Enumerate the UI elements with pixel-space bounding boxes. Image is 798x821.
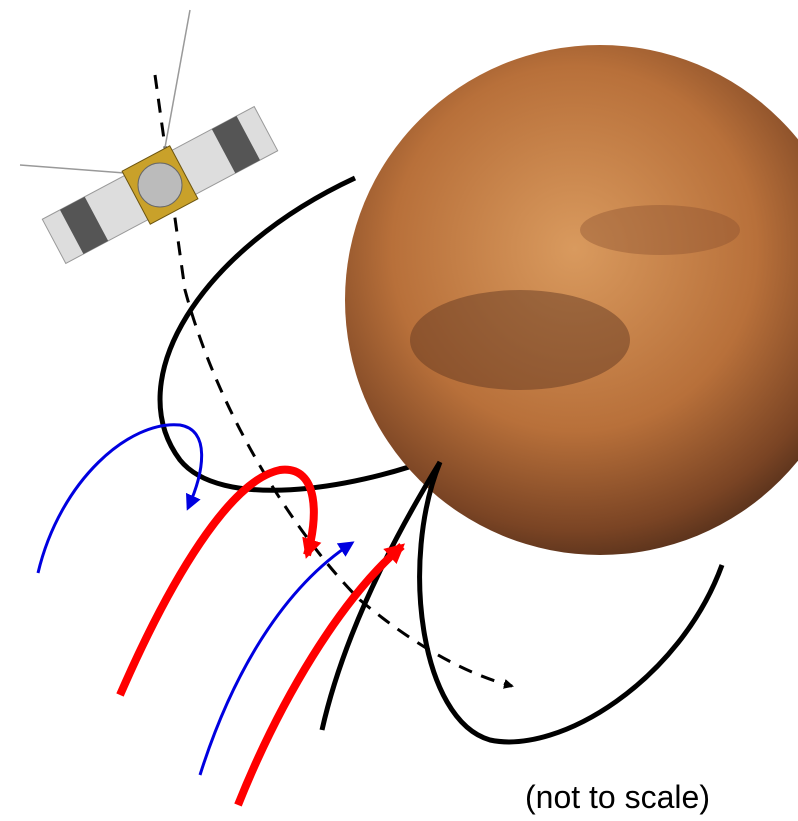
mars-canyon: [580, 205, 740, 255]
mars: [345, 45, 798, 555]
caption: (not to scale): [525, 779, 710, 815]
mars-region: [410, 290, 630, 390]
ion-trajectory: [116, 465, 322, 697]
ion-trajectory: [36, 423, 204, 574]
ion-trajectory: [234, 542, 406, 807]
spacecraft: [19, 9, 279, 265]
ion-trajectory: [198, 541, 355, 776]
field-loop: [417, 461, 725, 745]
field-loop: [157, 175, 436, 493]
